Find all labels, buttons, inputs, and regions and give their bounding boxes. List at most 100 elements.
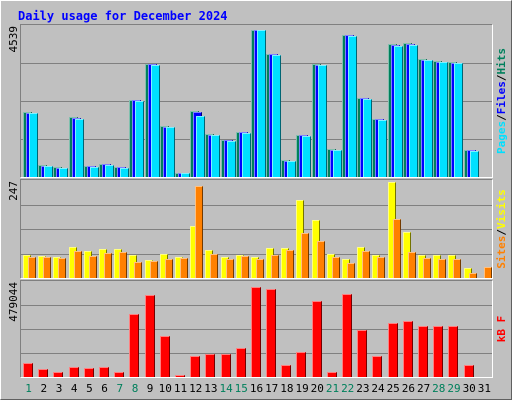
- bar-pages-day-12: [196, 116, 205, 177]
- y-max-label: 4539: [7, 26, 20, 53]
- day-label-22: 22: [341, 382, 354, 395]
- y-max-label: 479044: [7, 282, 20, 322]
- bar-kb-f-day-10: [160, 336, 170, 377]
- day-label-10: 10: [159, 382, 172, 395]
- bar-sites-day-16: [256, 259, 264, 278]
- bar-pages-day-10: [166, 127, 175, 177]
- bar-kb-f-day-19: [296, 352, 306, 377]
- day-label-17: 17: [265, 382, 278, 395]
- day-label-21: 21: [326, 382, 339, 395]
- bar-kb-f-day-2: [38, 369, 48, 377]
- bar-pages-day-18: [287, 161, 296, 177]
- bar-pages-day-19: [302, 136, 311, 177]
- bar-kb-f-day-9: [145, 295, 155, 377]
- bar-sites-day-13: [210, 254, 218, 278]
- bar-pages-day-30: [470, 151, 479, 177]
- legend-label: Hits: [495, 48, 508, 75]
- day-label-30: 30: [463, 382, 476, 395]
- bar-sites-day-30: [469, 273, 477, 278]
- bar-sites-day-23: [362, 251, 370, 278]
- day-label-20: 20: [311, 382, 324, 395]
- chart-panel-kbytes: 479044 kB F: [7, 280, 508, 378]
- day-label-6: 6: [101, 382, 108, 395]
- legend-label: /: [495, 74, 508, 81]
- bar-sites-day-29: [453, 259, 461, 278]
- bar-pages-day-5: [90, 167, 99, 177]
- day-label-24: 24: [371, 382, 385, 395]
- bar-kb-f-day-23: [357, 330, 367, 377]
- day-label-16: 16: [250, 382, 263, 395]
- day-label-29: 29: [447, 382, 460, 395]
- bar-kb-f-day-21: [327, 372, 337, 377]
- day-label-9: 9: [147, 382, 154, 395]
- bar-sites-day-17: [271, 255, 279, 278]
- legend-label: kB F: [495, 316, 508, 343]
- day-label-19: 19: [295, 382, 308, 395]
- bar-sites-day-8: [134, 262, 142, 278]
- bar-sites-day-15: [241, 256, 249, 278]
- plot-frame-top: [20, 280, 493, 378]
- day-label-15: 15: [235, 382, 248, 395]
- bar-kb-f-day-24: [372, 356, 382, 377]
- bar-pages-day-1: [29, 113, 38, 177]
- day-label-4: 4: [71, 382, 78, 395]
- bar-pages-day-2: [44, 166, 53, 177]
- bar-pages-day-14: [227, 141, 236, 177]
- bar-kb-f-day-12: [190, 356, 200, 377]
- day-label-2: 2: [40, 382, 47, 395]
- bar-pages-day-22: [348, 36, 357, 177]
- chart-panel-hits-files-pages: 4539 Pages/Files/Hits: [7, 24, 508, 178]
- bar-kb-f-day-18: [281, 365, 291, 377]
- legend-kbytes: kB F: [495, 316, 508, 343]
- legend-label: /: [495, 114, 508, 121]
- day-label-11: 11: [174, 382, 187, 395]
- chart-panel-visits-sites: 247 Sites/Visits: [7, 179, 508, 279]
- bar-sites-day-27: [423, 258, 431, 278]
- bar-kb-f-day-22: [342, 294, 352, 377]
- bar-kb-f-day-11: [175, 375, 185, 377]
- plot-frame-top: [20, 179, 493, 279]
- bar-sites-day-10: [165, 259, 173, 278]
- y-max-label: 247: [7, 181, 20, 201]
- bar-pages-day-27: [424, 60, 433, 177]
- plot-frame-top: [20, 24, 493, 178]
- legend-label: Pages: [495, 121, 508, 154]
- bar-pages-day-15: [242, 133, 251, 177]
- bar-sites-day-12: [195, 186, 203, 278]
- bar-pages-day-13: [211, 135, 220, 177]
- bar-kb-f-day-4: [69, 367, 79, 377]
- bar-sites-day-20: [317, 241, 325, 278]
- bar-kb-f-day-29: [448, 326, 458, 377]
- bar-sites-day-1: [28, 257, 36, 278]
- bar-sites-day-5: [89, 256, 97, 278]
- bar-kb-f-day-15: [236, 348, 246, 377]
- bar-pages-day-24: [378, 120, 387, 177]
- day-label-27: 27: [417, 382, 430, 395]
- bar-pages-day-23: [363, 99, 372, 177]
- bar-pages-day-25: [394, 46, 403, 177]
- bar-sites-day-24: [377, 257, 385, 278]
- bar-kb-f-day-6: [99, 367, 109, 377]
- plot-frame-bottom: [20, 24, 493, 178]
- bar-kb-f-day-1: [23, 363, 33, 377]
- bar-pages-day-21: [333, 150, 342, 177]
- day-label-13: 13: [204, 382, 217, 395]
- bar-kb-f-day-17: [266, 289, 276, 377]
- day-label-25: 25: [387, 382, 400, 395]
- bar-sites-day-3: [58, 258, 66, 278]
- bar-kb-f-day-8: [129, 314, 139, 377]
- bar-pages-day-26: [409, 45, 418, 177]
- bar-kb-f-day-5: [84, 368, 94, 377]
- bar-kb-f-day-14: [221, 354, 231, 377]
- bar-kb-f-day-27: [418, 326, 428, 377]
- bar-kb-f-day-28: [433, 326, 443, 377]
- day-label-18: 18: [280, 382, 293, 395]
- bar-kb-f-day-16: [251, 287, 261, 377]
- legend-visits-sites: Sites/Visits: [495, 189, 508, 269]
- bar-kb-f-day-30: [464, 365, 474, 377]
- bar-sites-day-11: [180, 258, 188, 278]
- legend-hits-files-pages: Pages/Files/Hits: [495, 48, 508, 154]
- plot-frame-bottom: [20, 280, 493, 378]
- bar-pages-day-28: [439, 62, 448, 177]
